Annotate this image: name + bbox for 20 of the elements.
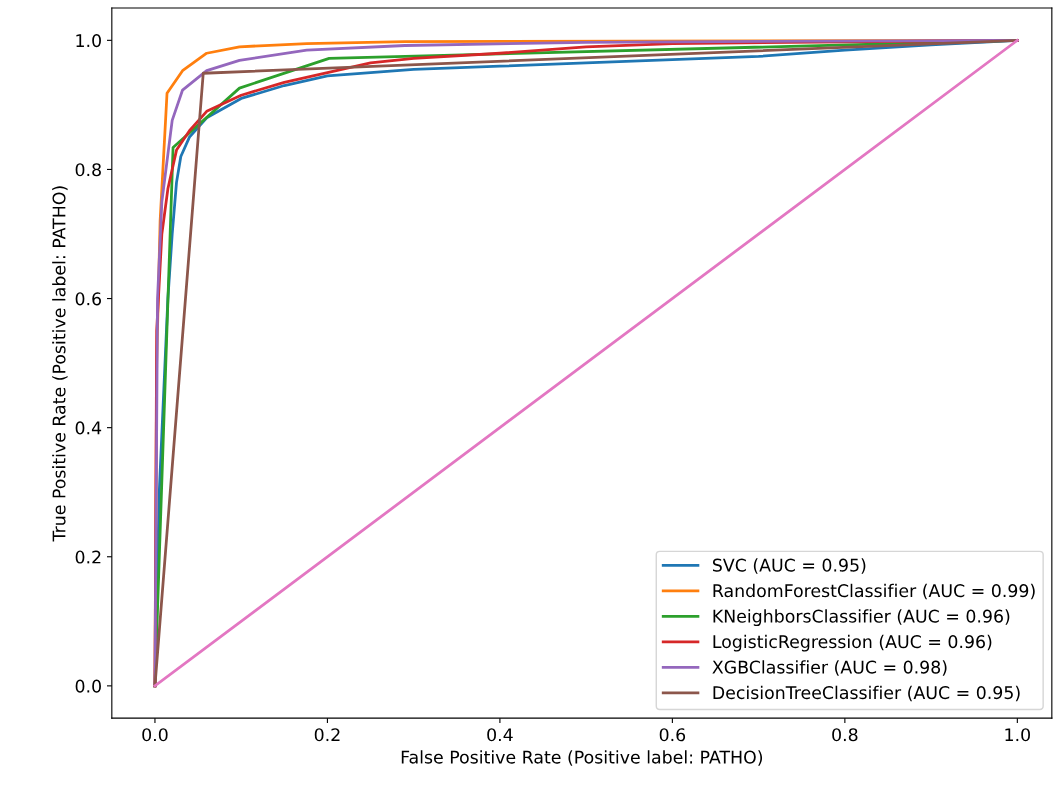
x-tick-label: 0.2 [314, 728, 340, 742]
legend-label: SVC (AUC = 0.95) [712, 558, 866, 574]
y-tick-label: 0.6 [75, 292, 102, 306]
x-tick-label: 0.6 [659, 728, 686, 742]
legend-label: RandomForestClassifier (AUC = 0.99) [713, 583, 1035, 600]
x-tick-label: 0.4 [487, 728, 513, 742]
y-tick-label: 1.0 [76, 34, 101, 48]
y-axis-title: True Positive Rate (Positive label: PATHO) [52, 186, 68, 542]
legend-label: KNeighborsClassifier (AUC = 0.96) [713, 609, 1010, 627]
x-tick-label: 0.8 [832, 728, 858, 742]
y-tick-label: 0.4 [75, 421, 102, 435]
x-tick-label: 1.0 [1005, 728, 1030, 742]
legend-label: DecisionTreeClassifier (AUC = 0.95) [713, 685, 1020, 702]
x-tick-label: 0.0 [142, 728, 168, 742]
x-axis-title: False Positive Rate (Positive label: PATHO) [401, 750, 763, 766]
legend-label: LogisticRegression (AUC = 0.96) [713, 634, 992, 652]
y-tick-label: 0.0 [75, 679, 101, 693]
y-tick-label: 0.8 [75, 163, 101, 177]
legend-label: XGBClassifier (AUC = 0.98) [712, 660, 947, 676]
y-tick-label: 0.2 [75, 550, 101, 564]
